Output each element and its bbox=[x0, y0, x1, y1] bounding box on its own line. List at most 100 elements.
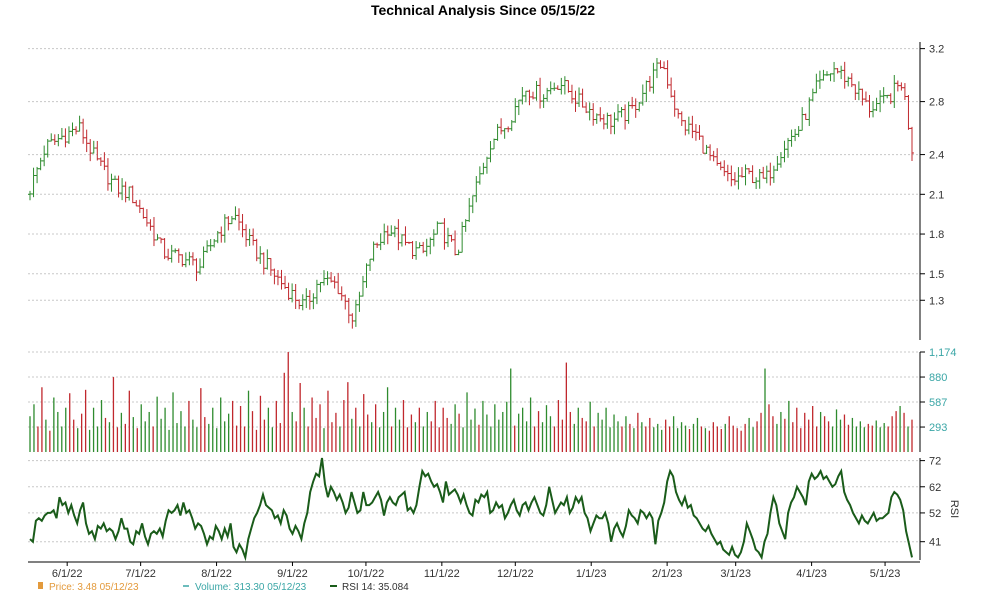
ohlc-bar bbox=[679, 111, 684, 126]
ohlc-bar bbox=[853, 84, 858, 101]
ohlc-bar bbox=[495, 123, 500, 141]
price-tick-label: 3.2 bbox=[929, 44, 944, 56]
ohlc-bar bbox=[226, 216, 231, 231]
ohlc-bar bbox=[449, 234, 454, 242]
ohlc-bar bbox=[484, 156, 489, 174]
ohlc-bar bbox=[502, 128, 507, 139]
ohlc-bar bbox=[254, 238, 259, 262]
ohlc-bar bbox=[283, 275, 288, 290]
ohlc-bar bbox=[130, 185, 135, 204]
ohlc-bar bbox=[173, 248, 178, 254]
ohlc-bar bbox=[559, 77, 564, 95]
ohlc-bar bbox=[438, 222, 443, 225]
x-tick-label: 7/1/22 bbox=[125, 568, 156, 580]
ohlc-bar bbox=[527, 89, 532, 106]
ohlc-bar bbox=[176, 248, 181, 263]
ohlc-bar bbox=[166, 248, 171, 261]
ohlc-bar bbox=[839, 65, 844, 80]
ohlc-bar bbox=[435, 221, 440, 235]
price-axis-ticks: 1.3 1.5 1.8 2.1 2.4 2.8 3.2 bbox=[920, 44, 944, 307]
ohlc-bar bbox=[350, 313, 355, 329]
rsi-tick-label: 62 bbox=[929, 482, 941, 494]
ohlc-bar bbox=[297, 299, 302, 310]
ohlc-bar bbox=[630, 96, 635, 109]
ohlc-bar bbox=[701, 135, 706, 154]
ohlc-bar bbox=[445, 227, 450, 248]
ohlc-bar bbox=[353, 299, 358, 327]
ohlc-bar bbox=[686, 116, 691, 135]
ohlc-bar bbox=[637, 101, 642, 112]
ohlc-bar bbox=[718, 161, 723, 171]
ohlc-bar bbox=[562, 76, 567, 95]
ohlc-bar bbox=[499, 118, 504, 135]
ohlc-bar bbox=[322, 270, 326, 286]
ohlc-bar bbox=[651, 62, 656, 94]
ohlc-bar bbox=[832, 61, 837, 82]
ohlc-bar bbox=[151, 217, 156, 247]
ohlc-bar bbox=[693, 124, 698, 141]
ohlc-bar bbox=[105, 158, 110, 191]
ohlc-bar bbox=[42, 145, 47, 167]
ohlc-bar bbox=[137, 199, 142, 213]
ohlc-bar bbox=[52, 134, 57, 146]
ohlc-bar bbox=[725, 164, 730, 182]
ohlc-bar bbox=[385, 225, 390, 245]
ohlc-bar bbox=[782, 140, 787, 163]
ohlc-bar bbox=[577, 87, 582, 107]
ohlc-bar bbox=[431, 229, 436, 247]
ohlc-bar bbox=[201, 246, 206, 269]
volume-tick-label: 587 bbox=[929, 397, 947, 409]
ohlc-bar bbox=[566, 80, 571, 93]
ohlc-bar bbox=[824, 71, 829, 77]
ohlc-bar bbox=[885, 94, 890, 99]
price-tick-label: 2.1 bbox=[929, 189, 944, 201]
ohlc-bar bbox=[38, 157, 43, 171]
ohlc-bar bbox=[233, 206, 238, 221]
ohlc-bar bbox=[424, 238, 429, 257]
ohlc-bar bbox=[764, 165, 769, 184]
ohlc-bar bbox=[120, 178, 125, 201]
price-legend-swatch bbox=[38, 582, 43, 589]
ohlc-bar bbox=[275, 270, 280, 286]
x-tick-label: 12/1/22 bbox=[497, 568, 534, 580]
ohlc-bar bbox=[474, 176, 479, 203]
ohlc-bar bbox=[378, 233, 383, 251]
ohlc-bar bbox=[343, 294, 348, 310]
ohlc-bar bbox=[654, 57, 659, 79]
ohlc-bar bbox=[399, 234, 404, 247]
price-tick-label: 1.8 bbox=[929, 229, 944, 241]
ohlc-bar bbox=[747, 168, 752, 175]
ohlc-bar bbox=[91, 140, 96, 154]
ohlc-bar bbox=[155, 234, 160, 241]
ohlc-bar bbox=[658, 60, 663, 69]
ohlc-bar bbox=[88, 139, 93, 162]
ohlc-bar bbox=[534, 80, 539, 101]
x-tick-label: 2/1/23 bbox=[652, 568, 683, 580]
ohlc-bar bbox=[644, 80, 649, 103]
x-tick-label: 1/1/23 bbox=[576, 568, 607, 580]
ohlc-bar bbox=[871, 101, 876, 118]
ohlc-bar bbox=[456, 249, 461, 256]
volume-tick-label: 880 bbox=[929, 372, 947, 384]
ohlc-bar bbox=[56, 134, 61, 147]
ohlc-bar bbox=[123, 181, 128, 203]
ohlc-bar bbox=[662, 61, 667, 70]
ohlc-bar bbox=[162, 238, 167, 260]
ohlc-bar bbox=[392, 225, 397, 238]
ohlc-bar bbox=[414, 241, 419, 260]
ohlc-bar bbox=[516, 99, 521, 116]
ohlc-bar bbox=[768, 162, 773, 186]
ohlc-bar bbox=[743, 164, 748, 186]
ohlc-bar bbox=[63, 128, 68, 148]
volume-gridlines bbox=[28, 351, 920, 428]
ohlc-bar bbox=[846, 76, 851, 87]
ohlc-bar bbox=[761, 166, 766, 179]
ohlc-bar bbox=[375, 242, 380, 249]
ohlc-bar bbox=[591, 103, 596, 126]
ohlc-bar bbox=[616, 104, 620, 122]
ohlc-bar bbox=[594, 113, 599, 124]
ohlc-bar bbox=[180, 254, 185, 267]
ohlc-bar bbox=[194, 258, 199, 282]
ohlc-bar bbox=[771, 165, 776, 183]
